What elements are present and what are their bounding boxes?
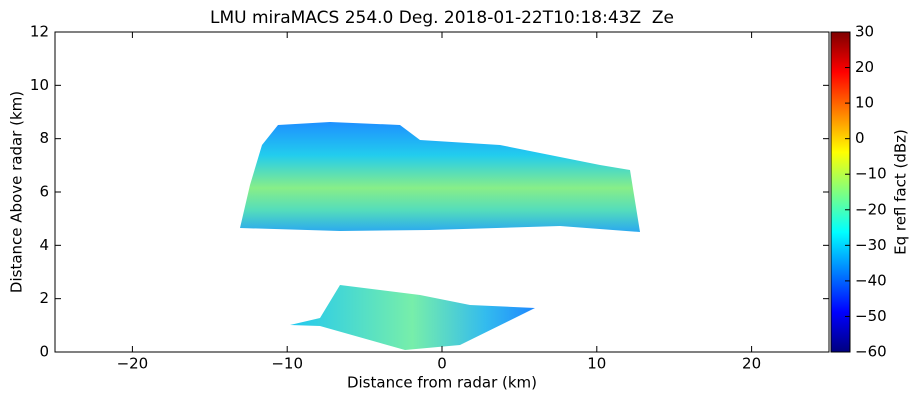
- colorbar-tick-label: −30: [855, 236, 887, 254]
- y-tick-label: 8: [39, 129, 49, 147]
- x-tick-label: 10: [587, 355, 606, 373]
- chart-title: LMU miraMACS 254.0 Deg. 2018-01-22T10:18…: [210, 8, 674, 28]
- x-axis-label: Distance from radar (km): [347, 374, 537, 392]
- upper-echo: [240, 122, 640, 232]
- colorbar-tick-label: −50: [855, 307, 887, 325]
- colorbar-label: Eq refl fact (dBz): [892, 129, 910, 255]
- x-tick-label: 0: [437, 355, 447, 373]
- colorbar-tick-label: −20: [855, 200, 887, 218]
- x-tick-label: −20: [117, 355, 149, 373]
- lower-echo: [290, 285, 535, 350]
- colorbar-tick-label: −60: [855, 343, 887, 361]
- colorbar-tick-label: −40: [855, 271, 887, 289]
- colorbar-tick-label: 10: [855, 94, 874, 112]
- y-tick-label: 4: [39, 236, 49, 254]
- colorbar-tick-label: 20: [855, 58, 874, 76]
- colorbar-tick-label: 30: [855, 23, 874, 41]
- y-tick-label: 6: [39, 183, 49, 201]
- colorbar-tick-label: 0: [855, 129, 865, 147]
- y-tick-label: 2: [39, 289, 49, 307]
- y-tick-label: 10: [30, 76, 49, 94]
- colorbar-tick-label: −10: [855, 165, 887, 183]
- x-tick-label: 20: [742, 355, 761, 373]
- radar-echo: [240, 122, 640, 350]
- y-axis-label: Distance Above radar (km): [8, 91, 26, 293]
- colorbar: [830, 31, 851, 353]
- y-tick-label: 12: [30, 23, 49, 41]
- x-tick-label: −10: [271, 355, 303, 373]
- y-tick-label: 0: [39, 343, 49, 361]
